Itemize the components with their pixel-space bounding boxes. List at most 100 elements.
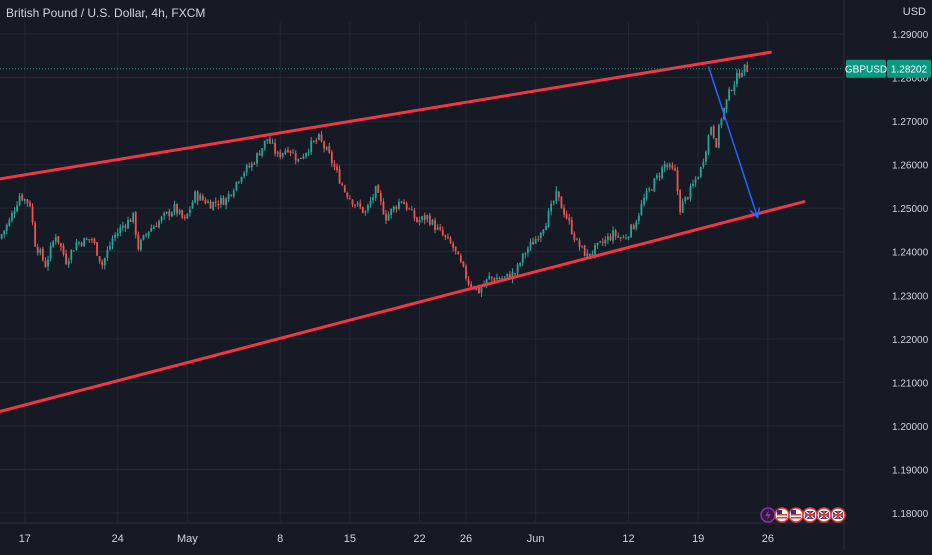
candle-body xyxy=(47,259,49,267)
candle-body xyxy=(612,230,614,241)
candle-body xyxy=(328,146,331,153)
candle-body xyxy=(604,239,607,244)
candle-body xyxy=(707,135,710,153)
x-tick-label: 26 xyxy=(762,533,774,545)
candle-body xyxy=(217,204,220,206)
candle-body xyxy=(594,245,596,255)
candle-body xyxy=(730,90,733,92)
chart-title: British Pound / U.S. Dollar, 4h, FXCM xyxy=(6,6,206,20)
candle-body xyxy=(705,151,707,162)
candle-body xyxy=(186,213,189,219)
candle-body xyxy=(158,220,160,228)
candle-body xyxy=(302,156,305,159)
candle-body xyxy=(170,212,173,217)
candle-body xyxy=(534,239,537,244)
candle-body xyxy=(250,163,253,168)
candle-body xyxy=(312,140,315,142)
candle-body xyxy=(452,243,454,248)
candle-body xyxy=(622,237,625,239)
candle-body xyxy=(26,199,29,204)
uk-flag-icon[interactable] xyxy=(802,507,818,523)
candle-body xyxy=(627,236,630,238)
candle-body xyxy=(416,217,418,222)
candle-body xyxy=(41,248,44,260)
channel-bottom-line[interactable] xyxy=(0,200,806,414)
price-value: 1.28202 xyxy=(891,65,928,76)
candle-body xyxy=(5,224,8,231)
candle-body xyxy=(717,125,720,148)
y-tick-label: 1.26000 xyxy=(892,161,929,172)
candle-body xyxy=(400,201,403,203)
candle-body xyxy=(547,211,550,227)
candle-body xyxy=(343,185,346,193)
candle-body xyxy=(697,177,700,180)
candle-body xyxy=(129,219,132,222)
candle-body xyxy=(212,201,215,210)
x-tick-label: 22 xyxy=(413,533,425,545)
candle-body xyxy=(511,272,514,280)
candle-body xyxy=(710,127,712,135)
channel-top-line[interactable] xyxy=(0,50,772,181)
candle-body xyxy=(557,191,560,198)
candle-body xyxy=(524,253,527,255)
candle-body xyxy=(13,211,16,215)
candle-body xyxy=(361,206,364,213)
candle-body xyxy=(583,245,586,257)
candle-body xyxy=(114,234,117,238)
uk-flag-icon[interactable] xyxy=(816,507,832,523)
projection-arrow[interactable] xyxy=(707,66,761,219)
candle-body xyxy=(318,134,320,140)
candle-body xyxy=(431,219,434,225)
candle-body xyxy=(565,213,568,219)
candle-body xyxy=(34,223,37,247)
y-tick-label: 1.18000 xyxy=(892,509,929,520)
candle-body xyxy=(124,225,127,228)
candle-body xyxy=(521,253,524,263)
candle-body xyxy=(449,238,452,244)
candle-body xyxy=(204,199,207,204)
candle-body xyxy=(632,225,635,230)
candle-body xyxy=(70,250,73,260)
candle-body xyxy=(568,217,571,221)
candle-body xyxy=(501,278,504,280)
us-flag-icon[interactable] xyxy=(788,507,804,523)
uk-flag-icon[interactable] xyxy=(830,507,846,523)
candle-body xyxy=(645,190,648,199)
candle-body xyxy=(8,219,11,226)
x-tick-label: Jun xyxy=(527,533,545,545)
candle-body xyxy=(294,153,297,161)
candle-body xyxy=(72,250,75,252)
candle-body xyxy=(287,149,289,152)
candle-body xyxy=(315,140,318,142)
candle-body xyxy=(256,153,258,164)
x-tick-label: 17 xyxy=(19,533,31,545)
candle-body xyxy=(85,238,88,240)
candle-body xyxy=(132,212,135,222)
candle-body xyxy=(444,235,447,237)
candle-body xyxy=(428,215,431,225)
us-flag-icon[interactable] xyxy=(774,507,790,523)
candle-body xyxy=(459,255,462,262)
arrow-shaft xyxy=(707,66,759,218)
candle-body xyxy=(733,84,736,91)
candle-body xyxy=(374,186,377,199)
candle-body xyxy=(168,211,171,217)
candle-body xyxy=(398,201,400,209)
candle-body xyxy=(630,224,633,238)
candle-body xyxy=(436,227,439,230)
candle-body xyxy=(240,177,243,183)
candle-body xyxy=(91,239,93,241)
candle-body xyxy=(514,273,516,275)
candle-body xyxy=(111,238,114,246)
lightning-icon[interactable] xyxy=(760,507,776,523)
candle-body xyxy=(44,260,47,268)
event-icons[interactable] xyxy=(760,507,846,523)
candle-body xyxy=(581,245,583,247)
candle-body xyxy=(372,197,375,201)
candle-body xyxy=(441,230,444,236)
candle-body xyxy=(183,216,186,219)
y-tick-label: 1.19000 xyxy=(892,465,929,476)
candle-body xyxy=(516,264,519,274)
